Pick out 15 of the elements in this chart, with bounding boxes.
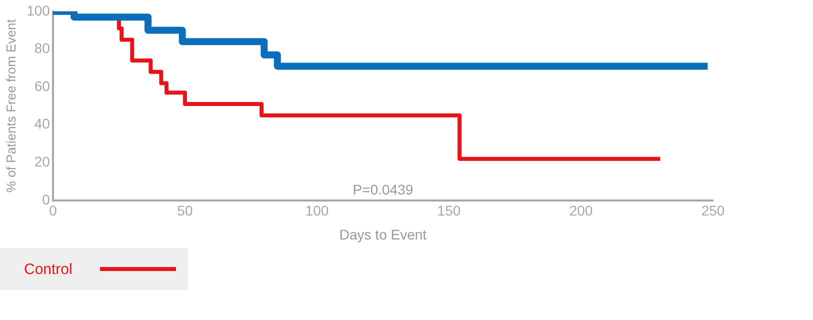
text: Control (24, 260, 74, 278)
y-tick-label: 0 (42, 191, 50, 208)
x-axis-title: Days to Event (339, 226, 427, 242)
x-tick-label: 150 (437, 202, 461, 219)
y-axis-title: % of Patients Free from Event (3, 18, 18, 193)
annotation: P=0.0439 (352, 181, 414, 198)
y-tick-label: 80 (34, 40, 50, 56)
y-tick-label: 100 (26, 2, 50, 18)
y-tick-label: 20 (34, 153, 50, 170)
x-tick-label: 250 (701, 202, 725, 219)
x-tick-label: 50 (177, 202, 193, 219)
x-tick-label: 200 (569, 202, 593, 219)
y-tick-label: 40 (34, 116, 50, 132)
x-tick-label: 100 (305, 202, 329, 219)
y-tick-label: 60 (34, 78, 50, 94)
